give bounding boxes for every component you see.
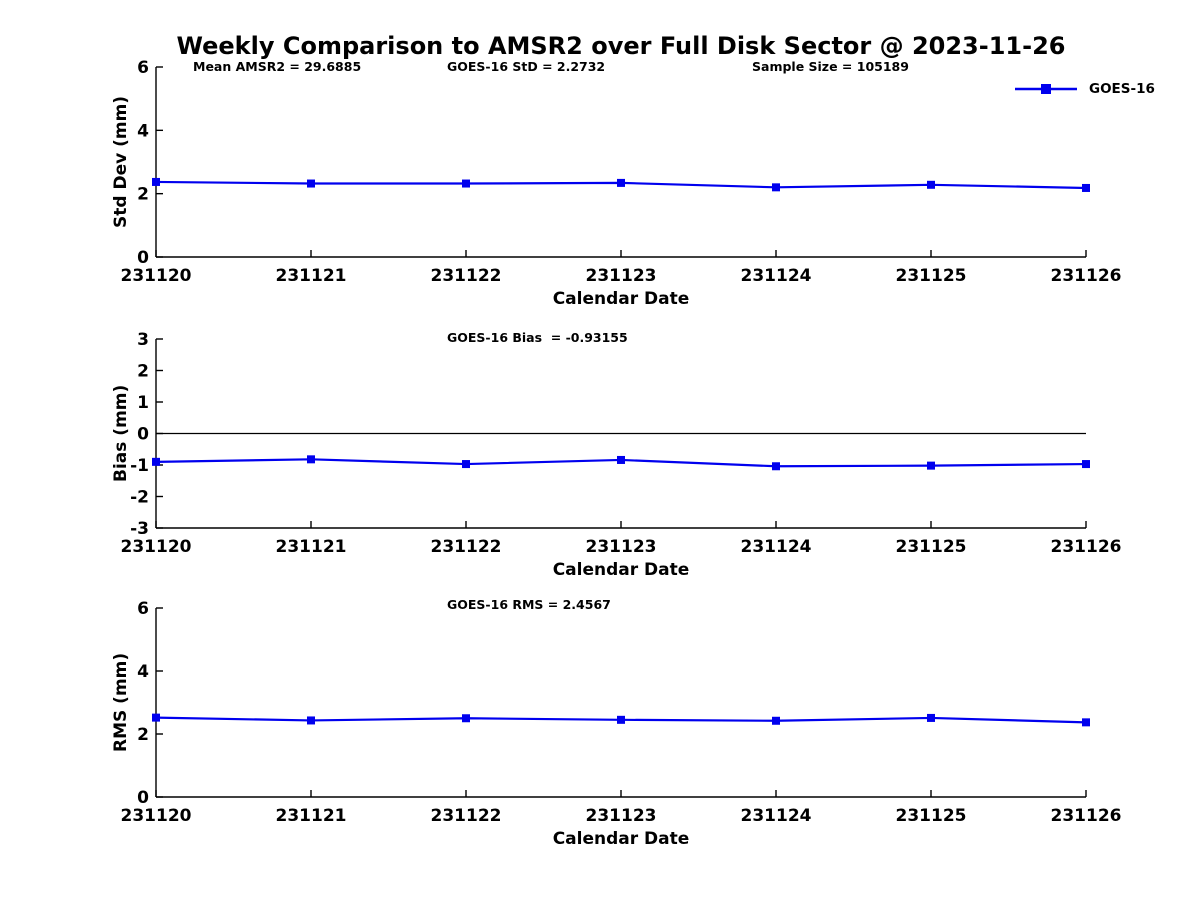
x-tick-label: 231126: [1051, 537, 1122, 557]
data-point-marker: [772, 716, 780, 725]
y-tick-label: 0: [137, 425, 149, 445]
y-tick-label: -3: [130, 519, 149, 539]
x-tick-label: 231124: [741, 266, 812, 286]
y-tick-label: 4: [137, 121, 149, 141]
x-tick-label: 231126: [1051, 266, 1122, 286]
annotation-goes16-bias: GOES-16 Bias = -0.93155: [447, 330, 628, 345]
x-tick-label: 231125: [896, 266, 967, 286]
data-point-marker: [152, 457, 160, 466]
y-tick-label: 6: [137, 58, 149, 78]
data-point-marker: [927, 713, 935, 722]
data-point-marker: [462, 460, 470, 469]
x-axis-label-std-dev: Calendar Date: [552, 289, 690, 309]
legend-label: GOES-16: [1089, 81, 1155, 97]
y-tick-label: 2: [137, 185, 149, 205]
data-point-marker: [307, 179, 315, 188]
figure-title: Weekly Comparison to AMSR2 over Full Dis…: [176, 32, 1066, 60]
x-tick-label: 231125: [896, 806, 967, 826]
y-tick-label: 4: [137, 662, 149, 682]
x-tick-label: 231123: [586, 806, 657, 826]
data-point-marker: [927, 461, 935, 470]
annotation-goes16-std: GOES-16 StD = 2.2732: [447, 59, 606, 74]
y-tick-label: 3: [137, 330, 149, 350]
y-tick-label: 0: [137, 248, 149, 268]
y-tick-label: 1: [137, 393, 149, 413]
annotation-goes16-rms: GOES-16 RMS = 2.4567: [447, 597, 611, 612]
x-tick-label: 231121: [276, 266, 347, 286]
data-point-marker: [1082, 460, 1090, 469]
x-axis-label-bias: Calendar Date: [552, 560, 690, 580]
data-point-marker: [772, 183, 780, 192]
x-tick-label: 231125: [896, 537, 967, 557]
x-tick-label: 231120: [121, 537, 192, 557]
annotation-sample-size: Sample Size = 105189: [752, 59, 909, 74]
x-tick-label: 231123: [586, 537, 657, 557]
x-tick-label: 231120: [121, 266, 192, 286]
data-point-marker: [462, 179, 470, 188]
x-tick-label: 231122: [431, 806, 502, 826]
x-tick-label: 231126: [1051, 806, 1122, 826]
x-tick-label: 231122: [431, 266, 502, 286]
data-point-marker: [617, 455, 625, 464]
y-tick-label: 0: [137, 788, 149, 808]
x-tick-label: 231122: [431, 537, 502, 557]
data-point-marker: [462, 714, 470, 723]
y-tick-label: 6: [137, 599, 149, 619]
data-point-marker: [927, 180, 935, 189]
data-point-marker: [152, 713, 160, 722]
data-point-marker: [307, 716, 315, 725]
y-tick-label: -1: [130, 456, 149, 476]
annotation-mean-amsr2: Mean AMSR2 = 29.6885: [193, 59, 362, 74]
y-tick-label: -2: [130, 488, 149, 508]
data-point-marker: [1082, 183, 1090, 192]
x-tick-label: 231121: [276, 537, 347, 557]
y-tick-label: 2: [137, 725, 149, 745]
data-point-marker: [617, 178, 625, 187]
data-point-marker: [617, 715, 625, 724]
data-point-marker: [1082, 718, 1090, 727]
x-tick-label: 231124: [741, 537, 812, 557]
x-tick-label: 231121: [276, 806, 347, 826]
x-axis-label-rms: Calendar Date: [552, 829, 690, 849]
data-point-marker: [772, 462, 780, 471]
x-tick-label: 231123: [586, 266, 657, 286]
data-point-marker: [307, 455, 315, 464]
y-axis-label-rms: RMS (mm): [111, 652, 131, 753]
y-tick-label: 2: [137, 362, 149, 382]
legend: GOES-16: [1012, 79, 1155, 99]
x-tick-label: 231120: [121, 806, 192, 826]
x-tick-label: 231124: [741, 806, 812, 826]
data-point-marker: [152, 177, 160, 186]
legend-line-sample-icon: [1015, 84, 1077, 94]
